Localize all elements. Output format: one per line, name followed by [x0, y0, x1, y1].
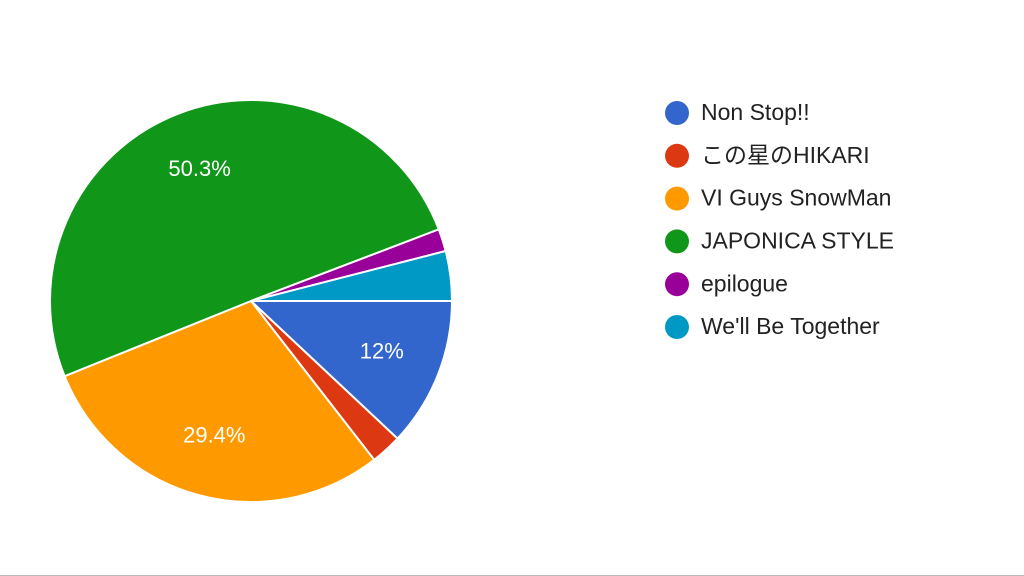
legend-swatch	[665, 143, 689, 168]
legend-label: この星のHIKARI	[701, 142, 870, 168]
pie-slice	[250, 249, 454, 302]
pie-slice	[63, 299, 376, 503]
legend-label: epilogue	[701, 270, 788, 296]
legend-label: We'll Be Together	[701, 313, 880, 339]
legend-swatch	[665, 101, 689, 125]
value-label: 29.4%	[183, 423, 245, 448]
legend-label: JAPONICA STYLE	[701, 227, 894, 253]
legend-label: VI Guys SnowMan	[701, 185, 891, 211]
pie-slice	[248, 300, 454, 441]
legend-swatch	[665, 186, 689, 211]
legend-swatch	[665, 315, 689, 339]
pie-slice	[49, 99, 441, 378]
legend-swatch	[665, 272, 689, 297]
legend-label: Non Stop!!	[701, 99, 810, 125]
legend-swatch	[665, 229, 689, 254]
value-label: 50.3%	[168, 156, 230, 181]
value-label: 12%	[360, 339, 404, 364]
